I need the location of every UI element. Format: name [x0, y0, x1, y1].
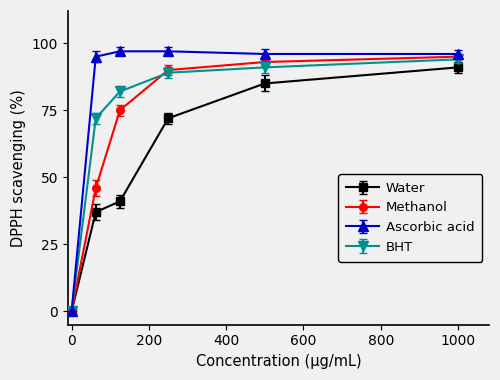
Y-axis label: DPPH scavenging (%): DPPH scavenging (%)	[11, 89, 26, 247]
X-axis label: Concentration (μg/mL): Concentration (μg/mL)	[196, 354, 361, 369]
Legend: Water, Methanol, Ascorbic acid, BHT: Water, Methanol, Ascorbic acid, BHT	[338, 174, 482, 261]
